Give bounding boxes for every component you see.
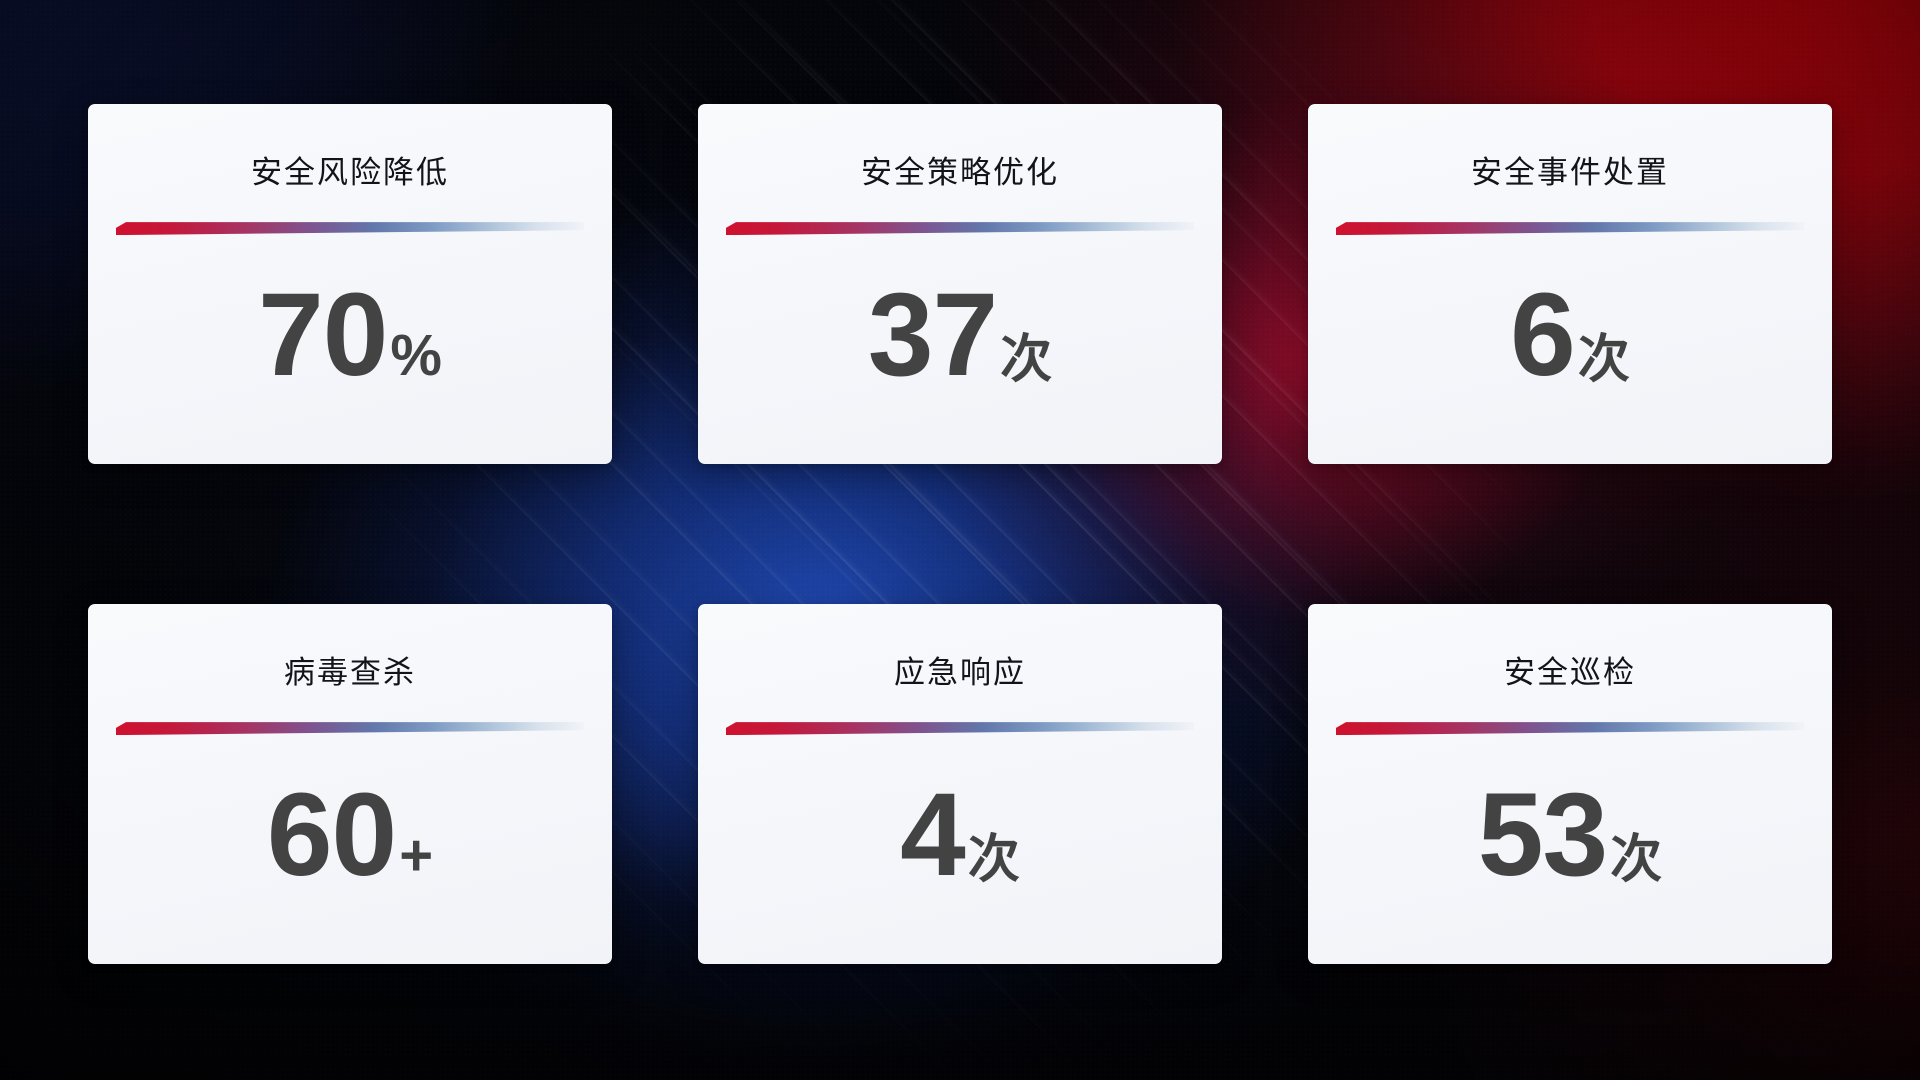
stat-card-security-incident-handling[interactable]: 安全事件处置 6 次 — [1308, 104, 1832, 464]
card-value: 70 % — [258, 269, 442, 402]
card-value: 6 次 — [1510, 269, 1630, 402]
card-value: 53 次 — [1477, 769, 1663, 902]
card-title: 安全巡检 — [1504, 655, 1636, 690]
card-value-number: 70 — [258, 269, 388, 402]
card-accent-bar — [116, 722, 584, 736]
card-value-unit: % — [390, 323, 442, 389]
card-value-number: 60 — [266, 769, 397, 902]
card-value-number: 37 — [867, 269, 998, 402]
stat-card-security-risk-reduction[interactable]: 安全风险降低 70 % — [88, 104, 612, 464]
card-title: 安全事件处置 — [1471, 155, 1669, 190]
card-title: 安全策略优化 — [861, 155, 1059, 190]
card-value-number: 6 — [1510, 269, 1576, 402]
card-value-unit: + — [399, 823, 434, 889]
card-value-number: 4 — [900, 769, 966, 902]
stat-card-security-inspection[interactable]: 安全巡检 53 次 — [1308, 604, 1832, 964]
card-accent-bar — [1336, 722, 1804, 736]
card-value-unit: 次 — [1000, 331, 1053, 390]
stat-card-virus-detection-removal[interactable]: 病毒查杀 60 + — [88, 604, 612, 964]
card-title: 病毒查杀 — [284, 655, 416, 690]
card-value: 37 次 — [867, 269, 1053, 402]
card-accent-bar — [116, 222, 584, 236]
card-accent-bar — [726, 222, 1194, 236]
stat-card-security-policy-optimization[interactable]: 安全策略优化 37 次 — [698, 104, 1222, 464]
stat-card-emergency-response[interactable]: 应急响应 4 次 — [698, 604, 1222, 964]
card-value-unit: 次 — [1577, 331, 1630, 390]
stat-card-grid: 安全风险降低 70 % 安全策略优化 37 次 安全事件处置 6 次 病毒查杀 … — [88, 104, 1832, 964]
card-value-unit: 次 — [967, 831, 1020, 890]
card-accent-bar — [726, 722, 1194, 736]
card-title: 应急响应 — [894, 655, 1026, 690]
card-value: 4 次 — [900, 769, 1020, 902]
card-title: 安全风险降低 — [251, 155, 449, 190]
card-value-unit: 次 — [1610, 831, 1663, 890]
card-value: 60 + — [266, 769, 434, 902]
card-value-number: 53 — [1477, 769, 1608, 902]
card-accent-bar — [1336, 222, 1804, 236]
